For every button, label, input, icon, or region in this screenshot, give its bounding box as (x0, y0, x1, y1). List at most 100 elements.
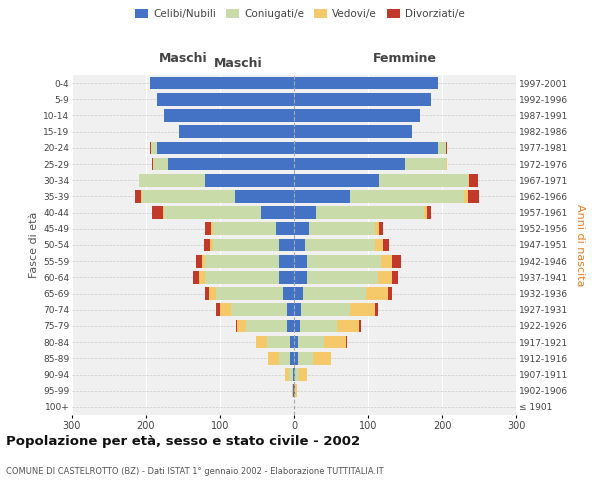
Bar (205, 288, 209, 300)
Bar (464, 190, 468, 202)
Bar (168, 158, 294, 170)
Bar (303, 288, 366, 300)
Bar (212, 222, 275, 235)
Bar (294, 255, 307, 268)
Bar (294, 190, 350, 202)
Bar (290, 336, 294, 348)
Bar (217, 304, 220, 316)
Bar (392, 271, 398, 283)
Bar (346, 336, 347, 348)
Bar (220, 304, 231, 316)
Bar (199, 271, 205, 283)
Bar (141, 190, 142, 202)
Bar (294, 93, 431, 106)
Bar (298, 352, 313, 364)
Bar (424, 206, 427, 219)
Bar (205, 222, 211, 235)
Text: Maschi: Maschi (158, 52, 208, 66)
Bar (289, 368, 293, 381)
Bar (196, 255, 202, 268)
Bar (193, 271, 199, 283)
Bar (256, 336, 268, 348)
Bar (439, 142, 446, 154)
Bar (309, 222, 376, 235)
Bar (379, 174, 468, 186)
Text: Femmine: Femmine (373, 52, 437, 66)
Bar (294, 288, 303, 300)
Bar (294, 352, 298, 364)
Bar (287, 320, 294, 332)
Bar (307, 255, 382, 268)
Bar (382, 255, 392, 268)
Bar (231, 304, 287, 316)
Bar (469, 174, 478, 186)
Bar (301, 304, 350, 316)
Bar (154, 158, 168, 170)
Bar (142, 190, 235, 202)
Bar (293, 368, 294, 381)
Bar (305, 238, 376, 252)
Bar (279, 255, 294, 268)
Bar (202, 255, 205, 268)
Bar (295, 368, 299, 381)
Y-axis label: Anni di nascita: Anni di nascita (575, 204, 585, 286)
Bar (217, 288, 283, 300)
Bar (298, 336, 323, 348)
Bar (150, 77, 294, 90)
Bar (350, 190, 464, 202)
Bar (205, 174, 294, 186)
Bar (299, 368, 307, 381)
Bar (294, 336, 298, 348)
Bar (179, 126, 294, 138)
Bar (292, 384, 293, 397)
Bar (446, 142, 447, 154)
Bar (294, 109, 420, 122)
Bar (205, 271, 279, 283)
Bar (209, 288, 217, 300)
Bar (152, 158, 154, 170)
Bar (294, 271, 307, 283)
Bar (279, 352, 290, 364)
Bar (294, 304, 301, 316)
Bar (237, 320, 246, 332)
Bar (376, 304, 377, 316)
Bar (211, 222, 212, 235)
Bar (294, 77, 439, 90)
Bar (279, 238, 294, 252)
Bar (293, 384, 294, 397)
Bar (275, 222, 294, 235)
Bar (294, 320, 300, 332)
Bar (300, 320, 337, 332)
Bar (294, 126, 412, 138)
Bar (446, 158, 447, 170)
Bar (151, 142, 157, 154)
Bar (211, 238, 212, 252)
Text: COMUNE DI CASTELROTTO (BZ) - Dati ISTAT 1° gennaio 2002 - Elaborazione TUTTITALI: COMUNE DI CASTELROTTO (BZ) - Dati ISTAT … (6, 468, 383, 476)
Bar (295, 384, 297, 397)
Bar (283, 288, 294, 300)
Bar (359, 320, 361, 332)
Bar (427, 206, 431, 219)
Bar (316, 206, 424, 219)
Bar (294, 158, 405, 170)
Text: Popolazione per età, sesso e stato civile - 2002: Popolazione per età, sesso e stato civil… (6, 435, 360, 448)
Bar (307, 271, 377, 283)
Bar (268, 352, 279, 364)
Bar (205, 255, 279, 268)
Bar (468, 190, 479, 202)
Bar (157, 142, 294, 154)
Bar (294, 222, 309, 235)
Bar (405, 158, 446, 170)
Bar (337, 320, 359, 332)
Bar (323, 336, 346, 348)
Bar (261, 206, 294, 219)
Bar (236, 320, 237, 332)
Bar (164, 206, 261, 219)
Bar (287, 304, 294, 316)
Bar (294, 384, 295, 397)
Bar (294, 174, 379, 186)
Bar (388, 288, 392, 300)
Bar (268, 336, 290, 348)
Bar (468, 174, 469, 186)
Bar (157, 93, 294, 106)
